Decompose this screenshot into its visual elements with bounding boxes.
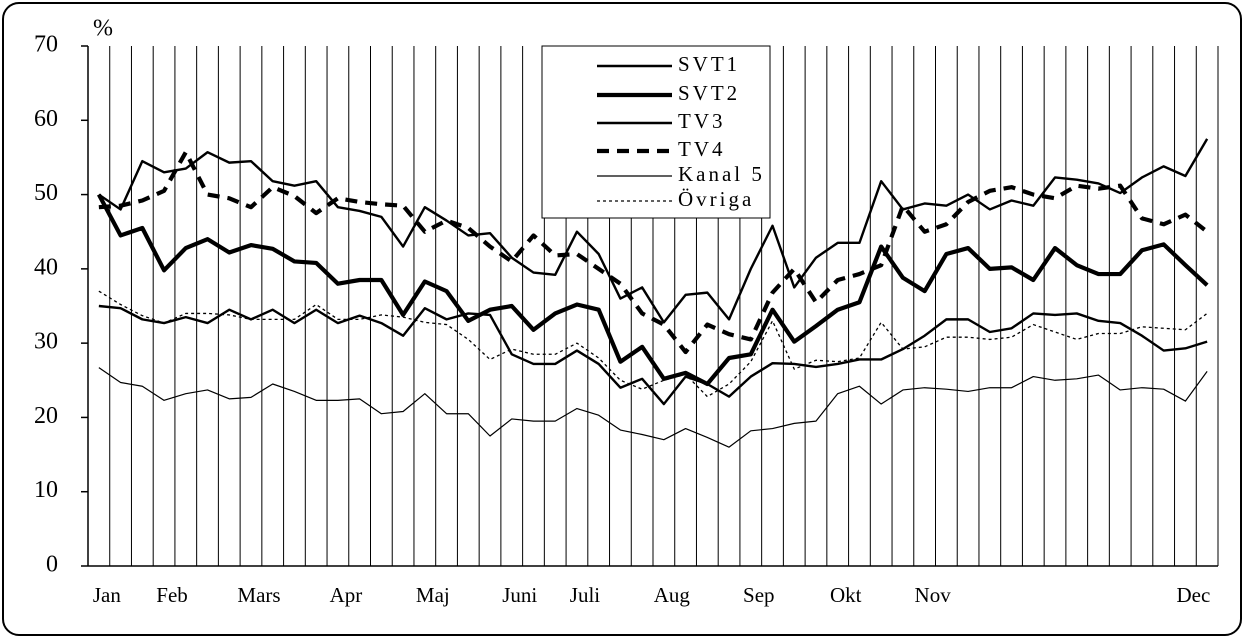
x-tick-label: Juni (502, 583, 537, 607)
legend-label: TV3 (678, 109, 726, 133)
legend-label: SVT2 (678, 81, 740, 105)
legend-label: Övriga (678, 187, 754, 211)
y-tick-label: 40 (34, 254, 58, 280)
x-tick-label: Apr (330, 583, 363, 607)
y-tick-label: 0 (46, 552, 58, 578)
y-tick-label: 70 (34, 32, 58, 58)
x-tick-label: Jan (93, 583, 121, 607)
x-tick-label: Maj (416, 583, 450, 607)
series-line (98, 304, 1208, 406)
series-line (98, 367, 1208, 448)
x-tick-label: Okt (830, 583, 862, 607)
series-line (98, 150, 1209, 355)
y-tick-label: 50 (34, 180, 58, 206)
y-axis-label: % (93, 16, 113, 42)
legend-box (541, 45, 771, 219)
x-tick-label: Nov (915, 583, 952, 607)
legend-label: SVT1 (678, 52, 740, 76)
x-tick-label: Sep (743, 583, 775, 607)
x-tick-label: Juli (570, 583, 601, 607)
x-tick-label: Dec (1176, 583, 1210, 607)
x-tick-label: Aug (654, 583, 691, 607)
y-tick-label: 60 (34, 106, 58, 132)
series-line (98, 138, 1209, 324)
y-tick-label: 30 (34, 329, 58, 355)
legend-label: TV4 (678, 137, 726, 161)
series-line (97, 193, 1209, 387)
x-tick-label: Mars (237, 583, 280, 607)
y-tick-label: 10 (34, 477, 58, 503)
legend-label: Kanal 5 (678, 162, 765, 186)
x-tick-label: Feb (156, 583, 188, 607)
series-line (98, 290, 1208, 398)
y-tick-label: 20 (34, 403, 58, 429)
